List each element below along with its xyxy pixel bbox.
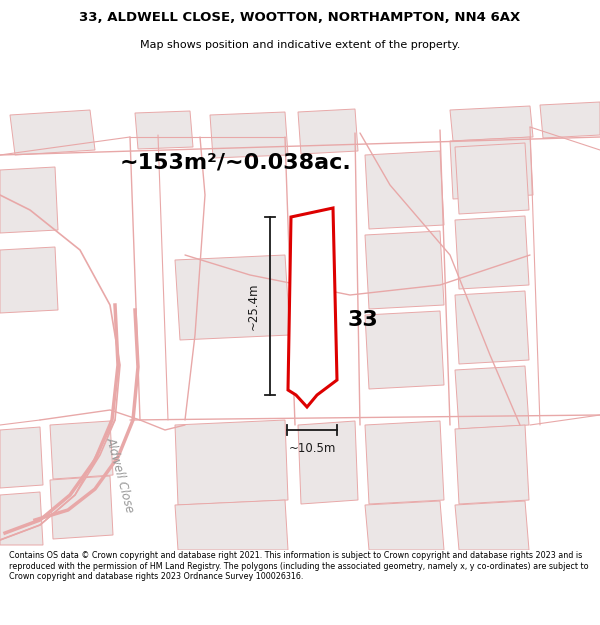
- Polygon shape: [455, 143, 529, 214]
- Polygon shape: [540, 102, 600, 138]
- Polygon shape: [288, 208, 337, 407]
- Polygon shape: [455, 216, 529, 289]
- Polygon shape: [298, 109, 358, 154]
- Polygon shape: [210, 112, 288, 158]
- Text: 33, ALDWELL CLOSE, WOOTTON, NORTHAMPTON, NN4 6AX: 33, ALDWELL CLOSE, WOOTTON, NORTHAMPTON,…: [79, 11, 521, 24]
- Polygon shape: [175, 420, 288, 505]
- Polygon shape: [10, 110, 95, 155]
- Polygon shape: [135, 111, 193, 149]
- Polygon shape: [175, 255, 290, 340]
- Text: ~153m²/~0.038ac.: ~153m²/~0.038ac.: [119, 153, 351, 173]
- Polygon shape: [0, 492, 43, 545]
- Polygon shape: [0, 427, 43, 488]
- Polygon shape: [455, 425, 529, 504]
- Polygon shape: [175, 500, 288, 550]
- Polygon shape: [365, 311, 444, 389]
- Polygon shape: [298, 421, 358, 504]
- Polygon shape: [50, 476, 113, 539]
- Text: 33: 33: [348, 310, 379, 330]
- Text: Map shows position and indicative extent of the property.: Map shows position and indicative extent…: [140, 39, 460, 49]
- Polygon shape: [455, 501, 529, 550]
- Polygon shape: [0, 247, 58, 313]
- Polygon shape: [455, 366, 529, 429]
- Polygon shape: [450, 106, 533, 141]
- Polygon shape: [0, 167, 58, 233]
- Polygon shape: [365, 421, 444, 504]
- Polygon shape: [450, 137, 533, 199]
- Text: Aldwell Close: Aldwell Close: [104, 436, 136, 514]
- Polygon shape: [455, 291, 529, 364]
- Polygon shape: [365, 501, 444, 550]
- Polygon shape: [50, 421, 113, 479]
- Text: ~25.4m: ~25.4m: [247, 282, 260, 330]
- Text: Contains OS data © Crown copyright and database right 2021. This information is : Contains OS data © Crown copyright and d…: [9, 551, 589, 581]
- Polygon shape: [365, 151, 444, 229]
- Text: ~10.5m: ~10.5m: [289, 442, 335, 455]
- Polygon shape: [365, 231, 444, 309]
